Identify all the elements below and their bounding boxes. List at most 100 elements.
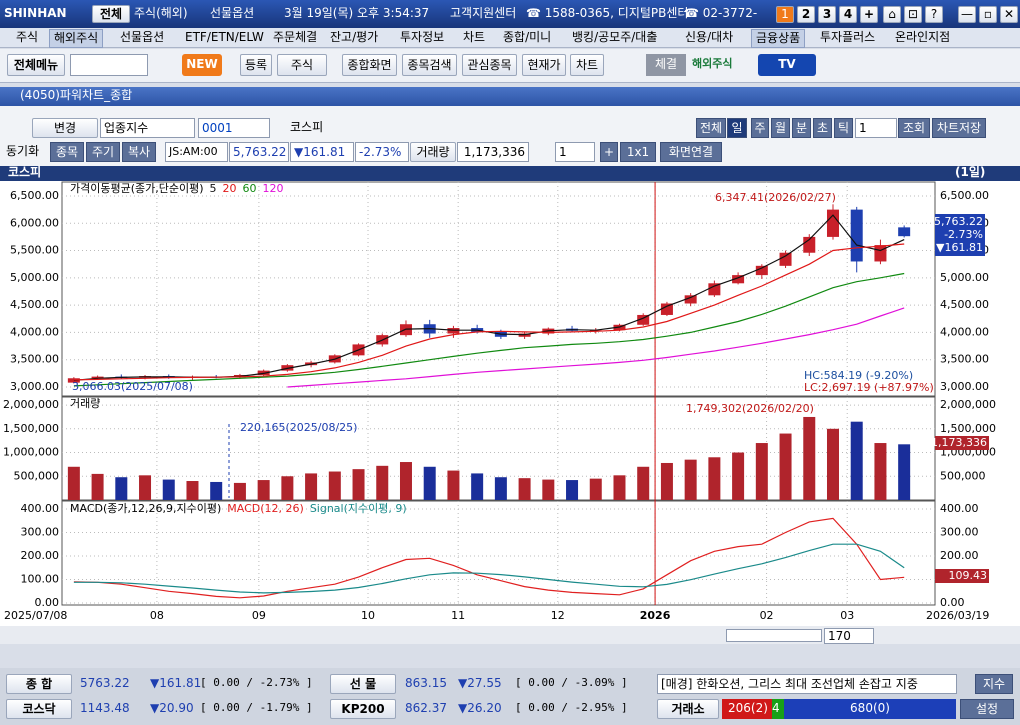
screen-button[interactable]: 4 (839, 6, 857, 23)
name-label: 코스피 (290, 120, 324, 134)
period-button[interactable]: 분 (792, 118, 811, 138)
y-tick-label-right: 4,500.00 (940, 298, 989, 311)
volume-bar (850, 421, 863, 500)
window-button[interactable]: ? (925, 6, 943, 23)
y-tick-label: 0.00 (35, 596, 60, 609)
menu-item[interactable]: 투자정보 (400, 30, 445, 44)
volume-bar (589, 478, 602, 500)
window-button[interactable]: ▫ (979, 6, 997, 23)
menu-item[interactable]: 주식 (16, 30, 39, 44)
window-button[interactable]: ⊡ (904, 6, 922, 23)
candle-body (91, 376, 104, 379)
toolbar-button[interactable]: 현재가 (522, 54, 566, 76)
all-menu-button[interactable]: 전체메뉴 (7, 54, 65, 76)
period-button[interactable]: 월 (771, 118, 790, 138)
period-button[interactable]: 초 (813, 118, 832, 138)
window-button[interactable]: — (958, 6, 976, 23)
status-label: 선 물 (330, 674, 396, 694)
period-button[interactable]: 일 (727, 118, 747, 138)
menu-item[interactable]: 뱅킹/공모주/대출 (572, 30, 658, 44)
tv-button[interactable]: TV (758, 54, 816, 76)
sync-button[interactable]: 주기 (86, 142, 120, 162)
toolbar-button[interactable]: 종합화면 (342, 54, 397, 76)
menu-item[interactable]: 해외주식 (49, 29, 104, 48)
overseas-button[interactable]: 해외주식 (692, 57, 733, 70)
toolbar-button[interactable]: 종목검색 (402, 54, 457, 76)
sector-select[interactable]: 업종지수 (100, 118, 195, 138)
plus-button[interactable]: + (600, 142, 618, 162)
x-tick-label: 03 (840, 609, 854, 622)
window-button[interactable]: ⌂ (883, 6, 901, 23)
y-tick-label-right: 0.00 (940, 596, 965, 609)
y-tick-label: 200.00 (21, 549, 60, 562)
save-button[interactable]: 차트저장 (932, 118, 986, 138)
toolbar-button[interactable]: 차트 (570, 54, 604, 76)
sync-button[interactable]: 종목 (50, 142, 84, 162)
volume-bar (162, 479, 175, 500)
period-button[interactable]: 틱 (834, 118, 853, 138)
index-button[interactable]: 지수 (975, 674, 1013, 694)
y-tick-label: 100.00 (21, 572, 60, 585)
volume-bar (186, 481, 199, 500)
menu-item[interactable]: ETF/ETN/ELW (185, 30, 264, 44)
menu-item[interactable]: 신용/대차 (685, 30, 734, 44)
query-button[interactable]: 조회 (898, 118, 930, 138)
menu-item[interactable]: 온라인지점 (895, 30, 951, 44)
zoom-count[interactable]: 170 (824, 628, 874, 644)
new-button[interactable]: NEW (182, 54, 222, 76)
menu-item[interactable]: 투자플러스 (820, 30, 876, 44)
tab[interactable]: 전체 (92, 5, 130, 23)
status-change: ▼26.20 (458, 701, 502, 715)
menu-item[interactable]: 금융상품 (751, 29, 806, 48)
link-button[interactable]: 화면연결 (660, 142, 722, 162)
period-input[interactable]: 1 (855, 118, 897, 138)
volume-bar (874, 443, 887, 500)
market-label: 거래소 (657, 699, 719, 719)
volume-bar (115, 477, 128, 500)
settings-button[interactable]: 설정 (960, 699, 1014, 719)
tab[interactable]: 주식(해외) (134, 6, 188, 20)
volume-bar (281, 476, 294, 500)
legend-entry: 60 (243, 182, 257, 195)
volume-bar (305, 473, 318, 500)
menu-item[interactable]: 차트 (463, 30, 486, 44)
x-tick-label: 09 (252, 609, 266, 622)
last-macd-tag (935, 569, 989, 583)
screen-button[interactable]: 2 (797, 6, 815, 23)
screen-button[interactable]: + (860, 6, 878, 23)
scroll-track[interactable] (726, 629, 822, 642)
panel-frame (61, 500, 936, 606)
screen-button[interactable]: 1 (776, 6, 794, 23)
candle-body (708, 283, 721, 296)
y-tick-label-right: 4,000.00 (940, 325, 989, 338)
sync-button[interactable]: 복사 (122, 142, 156, 162)
volume-bar (755, 443, 768, 500)
toolbar-button[interactable]: 등록 (240, 54, 272, 76)
y-tick-label-right: 200.00 (940, 549, 979, 562)
layout-button[interactable]: 1x1 (620, 142, 656, 162)
menu-item[interactable]: 선물옵션 (120, 30, 165, 44)
count-input[interactable]: 1 (555, 142, 595, 162)
sync-label: 동기화 (6, 144, 40, 158)
code-input[interactable]: 0001 (198, 118, 270, 138)
volume-bar (210, 481, 223, 500)
period-button[interactable]: 주 (751, 118, 769, 138)
toolbar-button[interactable]: 관심종목 (462, 54, 517, 76)
last-price-tag (935, 214, 985, 256)
window-button[interactable]: ✕ (1000, 6, 1018, 23)
menu-item[interactable]: 종합/미니 (503, 30, 552, 44)
search-input[interactable] (70, 54, 148, 76)
legend-entry: Signal(지수이평, 9) (310, 502, 407, 515)
menu-item[interactable]: 잔고/평가 (330, 30, 379, 44)
toolbar-button[interactable]: 주식 (277, 54, 327, 76)
change-button[interactable]: 변경 (32, 118, 98, 138)
tab[interactable]: 선물옵션 (210, 6, 255, 20)
menu-item[interactable]: 주문체결 (273, 30, 318, 44)
exec-button[interactable]: 체결 (646, 54, 686, 76)
volume-label: 거래량 (410, 142, 456, 162)
screen-button[interactable]: 3 (818, 6, 836, 23)
period-button[interactable]: 전체 (696, 118, 726, 138)
status-value: 5763.22 (80, 676, 130, 690)
news-ticker[interactable]: [매경] 한화오션, 그리스 최대 조선업체 손잡고 지중 (657, 674, 957, 694)
y-tick-label: 5,000.00 (10, 271, 59, 284)
